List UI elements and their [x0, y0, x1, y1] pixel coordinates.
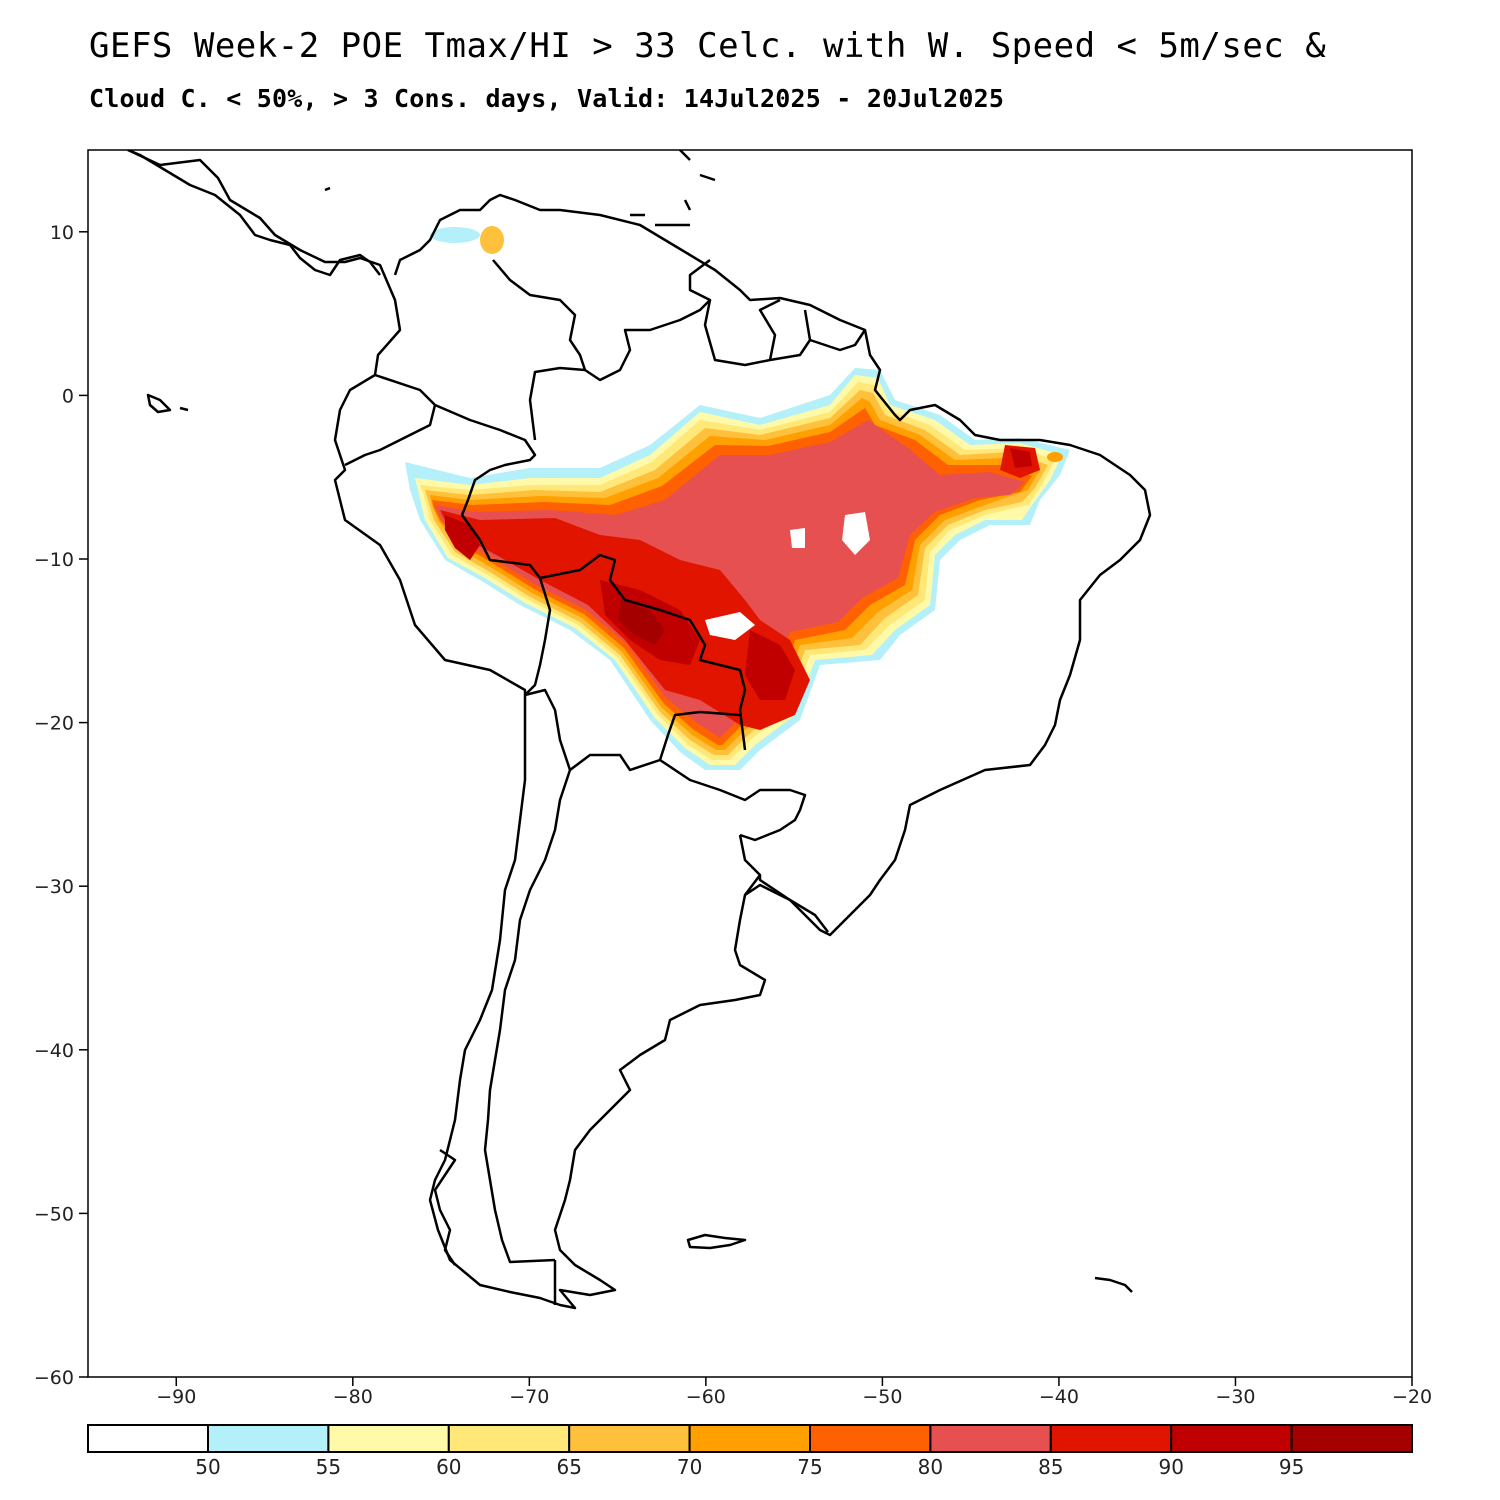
poe-hole-3 — [790, 528, 805, 548]
lon-tick-label: −60 — [686, 1386, 726, 1408]
lat-tick-label: −20 — [34, 713, 74, 735]
colorbar-label: 60 — [436, 1455, 461, 1479]
colorbar-label: 85 — [1038, 1455, 1063, 1479]
colorbar-swatch — [447, 1424, 571, 1453]
falkland-islands — [686, 1233, 747, 1250]
colorbar-label: 50 — [195, 1455, 220, 1479]
south-georgia-island — [1094, 1276, 1133, 1293]
central-america-coastline — [127, 150, 381, 277]
lon-tick-label: −40 — [1039, 1386, 1079, 1408]
colorbar-swatch — [568, 1424, 691, 1453]
colorbar-label: 95 — [1279, 1455, 1304, 1479]
colorbar-label: 55 — [316, 1455, 341, 1479]
colorbar-swatch — [207, 1424, 330, 1453]
lat-tick-label: 0 — [62, 385, 74, 407]
poe-patch-northeast — [1047, 452, 1063, 462]
colorbar-swatch — [688, 1424, 811, 1453]
chart-title: GEFS Week-2 POE Tmax/HI > 33 Celc. with … — [89, 26, 1327, 66]
longitude-axis: −90 −80 −70 −60 −50 −40 −30 −20 — [156, 1377, 1432, 1408]
poe-95-plus-region — [618, 600, 665, 645]
colorbar-label: 70 — [677, 1455, 702, 1479]
chilean-fjord-islands — [433, 1148, 457, 1266]
colorbar-swatch — [1049, 1424, 1173, 1453]
colorbar-swatch — [929, 1424, 1052, 1453]
galapagos-islands — [146, 393, 189, 414]
colombia-venezuela-border — [492, 259, 587, 441]
peru-brazil-bolivia-border — [460, 514, 747, 751]
guyana-suriname-borders — [703, 298, 867, 367]
south-america-coastline — [127, 150, 1152, 1310]
coastlines-and-borders — [127, 150, 1152, 1310]
lon-tick-label: −50 — [862, 1386, 902, 1408]
venezuela-brazil-border — [584, 259, 712, 382]
probability-shading — [405, 226, 1070, 770]
colorbar-swatch — [327, 1424, 450, 1453]
colorbar: 50 55 60 65 70 75 80 85 90 95 — [87, 1424, 1413, 1479]
poe-patch-maracaibo — [480, 226, 504, 254]
lon-tick-label: −20 — [1392, 1386, 1432, 1408]
lat-tick-label: −40 — [34, 1040, 74, 1062]
map-frame — [87, 149, 1413, 1378]
bolivia-argentina-paraguay-border — [524, 688, 741, 772]
argentina-brazil-border — [738, 834, 761, 876]
latitude-axis: 10 0 −10 −20 −30 −40 −50 −60 — [34, 222, 88, 1389]
uruguay-brazil-border — [744, 883, 829, 933]
peru-bolivia-chile-border — [524, 577, 552, 696]
lat-tick-label: −10 — [34, 549, 74, 571]
poe-hole-2 — [842, 512, 870, 555]
lon-tick-label: −30 — [1215, 1386, 1255, 1408]
lon-tick-label: −70 — [509, 1386, 549, 1408]
lon-tick-label: −90 — [156, 1386, 196, 1408]
ecuador-peru-border — [344, 373, 437, 467]
poe-patch-caribbean — [430, 227, 480, 243]
poe-hole-1 — [705, 612, 755, 640]
colorbar-swatch — [87, 1424, 209, 1453]
lat-tick-label: −30 — [34, 876, 74, 898]
colorbar-label: 80 — [918, 1455, 943, 1479]
lat-tick-label: 10 — [50, 222, 74, 244]
colorbar-swatch — [1290, 1424, 1413, 1453]
lat-tick-label: −50 — [34, 1203, 74, 1225]
lat-tick-label: −60 — [34, 1367, 74, 1389]
colombia-brazil-border — [434, 403, 537, 516]
poe-80-85-region — [435, 420, 1025, 738]
argentina-chile-border — [483, 769, 572, 1264]
colorbar-label: 75 — [797, 1455, 822, 1479]
colorbar-label: 65 — [556, 1455, 581, 1479]
paraguay-argentina-border — [659, 758, 807, 842]
caribbean-islands — [324, 150, 716, 227]
lon-tick-label: −80 — [333, 1386, 373, 1408]
colorbar-swatch — [809, 1424, 932, 1453]
chart-subtitle: Cloud C. < 50%, > 3 Cons. days, Valid: 1… — [89, 84, 1005, 113]
colorbar-swatch — [1170, 1424, 1293, 1453]
colorbar-label: 90 — [1158, 1455, 1183, 1479]
